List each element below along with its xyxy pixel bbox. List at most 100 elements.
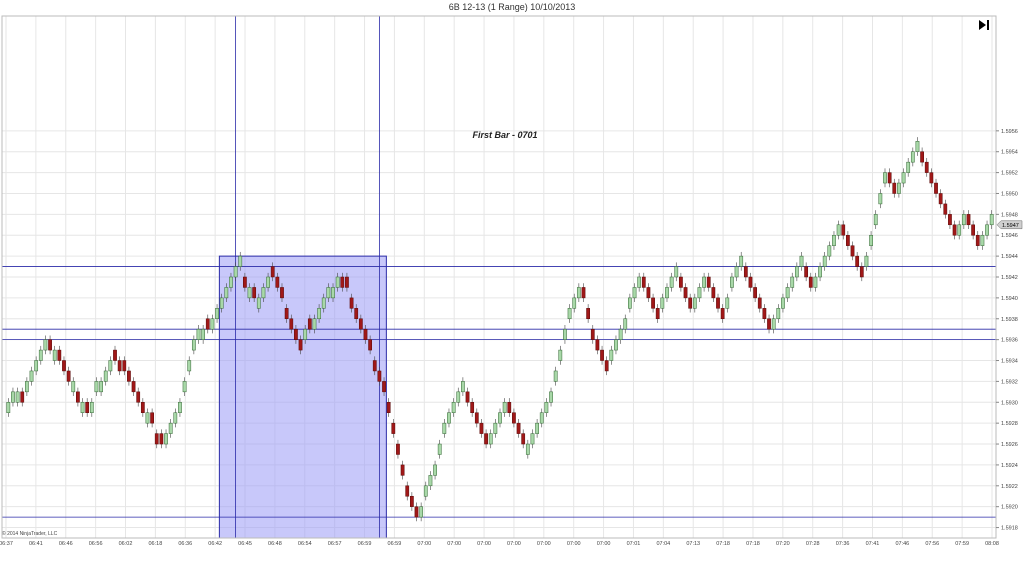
- candle-down: [887, 172, 892, 184]
- candle-down: [127, 370, 131, 382]
- candle-down: [284, 308, 289, 320]
- price-tick-label: 1.5948: [1001, 212, 1018, 218]
- candle-up: [637, 276, 642, 288]
- candle-up: [878, 193, 883, 205]
- candle-down: [372, 360, 377, 372]
- candle-down: [405, 485, 410, 497]
- candle-up: [660, 297, 665, 309]
- candle-up: [15, 391, 20, 403]
- candle-up: [94, 381, 99, 393]
- candle-up: [89, 402, 94, 413]
- time-tick-label: 06:46: [59, 541, 73, 547]
- time-tick-label: 06:59: [388, 541, 402, 547]
- candle-down: [136, 391, 141, 403]
- candle-up: [980, 234, 985, 246]
- time-tick-label: 07:56: [925, 541, 939, 547]
- candle-up: [674, 266, 679, 278]
- candle-up: [428, 475, 433, 487]
- candle-up: [103, 370, 108, 382]
- candle-down: [280, 287, 284, 299]
- candle-up: [219, 297, 224, 309]
- candle-down: [294, 328, 298, 340]
- play-end-button[interactable]: [976, 17, 992, 33]
- candle-up: [447, 412, 451, 424]
- candle-down: [48, 339, 52, 351]
- opening-range-zone[interactable]: [218, 255, 387, 539]
- time-tick-label: 07:46: [895, 541, 909, 547]
- candle-down: [753, 287, 757, 299]
- candle-up: [437, 443, 442, 455]
- time-tick-label: 07:00: [507, 541, 521, 547]
- candle-down: [859, 266, 864, 278]
- candle-down: [521, 433, 526, 445]
- candle-up: [303, 328, 308, 340]
- candle-up: [191, 339, 196, 351]
- time-tick-label: 06:45: [238, 541, 252, 547]
- candle-up: [836, 224, 841, 236]
- candle-down: [743, 266, 748, 278]
- candle-up: [229, 276, 233, 288]
- candle-down: [938, 193, 943, 205]
- candle-up: [544, 402, 549, 413]
- time-tick-label: 06:42: [208, 541, 222, 547]
- candle-up: [669, 276, 674, 288]
- candles: [6, 137, 994, 522]
- candle-up: [266, 276, 270, 288]
- candle-up: [108, 360, 113, 372]
- candle-up: [210, 318, 215, 330]
- candle-up: [818, 266, 822, 278]
- candle-down: [748, 276, 753, 288]
- candle-up: [24, 381, 29, 393]
- candle-down: [20, 391, 25, 403]
- candle-down: [646, 287, 651, 299]
- candle-up: [730, 276, 734, 288]
- skip-to-end-icon: [979, 20, 989, 30]
- candle-down: [651, 297, 655, 309]
- candle-down: [943, 203, 948, 215]
- candle-up: [321, 297, 326, 309]
- candle-up: [692, 297, 697, 309]
- time-tick-label: 07:18: [746, 541, 760, 547]
- candle-up: [553, 370, 558, 382]
- time-tick-label: 07:00: [567, 541, 581, 547]
- candle-up: [312, 318, 317, 330]
- chart-title: 6B 12-13 (1 Range) 10/10/2013: [448, 2, 576, 12]
- candle-up: [196, 328, 201, 340]
- candle-down: [952, 224, 957, 236]
- axes: [1, 15, 999, 539]
- candle-down: [154, 433, 159, 445]
- candle-up: [331, 287, 335, 299]
- time-tick-label: 06:56: [89, 541, 103, 547]
- candle-up: [799, 255, 804, 267]
- time-tick-label: 06:41: [29, 541, 43, 547]
- candle-up: [525, 443, 530, 455]
- candle-down: [150, 412, 154, 424]
- candle-up: [145, 412, 150, 424]
- highlight-zone[interactable]: [218, 255, 387, 539]
- price-tick-label: 1.5934: [1001, 359, 1018, 365]
- time-tick-label: 07:20: [776, 541, 790, 547]
- candle-up: [618, 328, 623, 340]
- candle-up: [632, 287, 637, 299]
- time-tick-label: 07:00: [537, 541, 551, 547]
- candle-up: [335, 276, 340, 288]
- candle-up: [419, 506, 424, 518]
- time-tick-label: 07:04: [656, 541, 670, 547]
- candle-down: [307, 318, 312, 330]
- time-tick-label: 06:37: [0, 541, 13, 547]
- candle-down: [846, 234, 850, 246]
- candle-up: [776, 308, 781, 320]
- time-tick-label: 07:00: [597, 541, 611, 547]
- price-tick-label: 1.5920: [1001, 505, 1018, 511]
- candle-down: [117, 360, 122, 372]
- candle-up: [326, 287, 331, 299]
- time-tick-label: 06:57: [328, 541, 342, 547]
- candle-down: [252, 287, 257, 299]
- candle-up: [187, 360, 192, 372]
- candle-up: [539, 412, 544, 424]
- price-tick-label: 1.5956: [1001, 129, 1018, 135]
- current-price-marker: [996, 220, 1023, 230]
- horizontal-lines[interactable]: [2, 266, 996, 518]
- candle-up: [702, 276, 706, 288]
